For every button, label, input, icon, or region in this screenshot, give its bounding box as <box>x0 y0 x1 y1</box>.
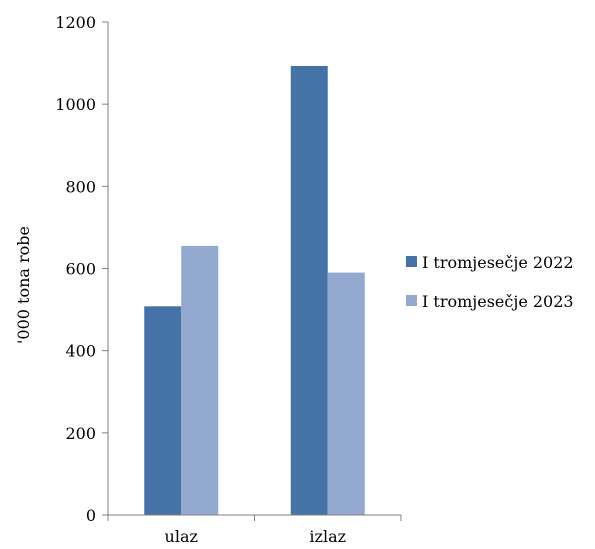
bar-ulaz-series-2 <box>181 245 219 515</box>
y-axis-title: '000 tona robe <box>14 226 33 344</box>
y-tick-label: 1200 <box>55 13 96 32</box>
y-tick-label: 0 <box>86 506 96 525</box>
bars <box>144 65 365 515</box>
y-tick-label: 200 <box>65 424 96 443</box>
legend: I tromjesečje 2022 I tromjesečje 2023 <box>406 253 574 311</box>
bar-izlaz-series-2 <box>327 272 365 515</box>
y-tick-label: 400 <box>65 342 96 361</box>
x-category-label: ulaz <box>165 527 198 546</box>
legend-label: I tromjesečje 2022 <box>422 253 574 272</box>
y-axis: 0 200 400 600 800 1000 1200 <box>55 13 109 525</box>
legend-swatch <box>406 295 417 306</box>
bar-ulaz-series-1 <box>144 306 182 515</box>
y-tick-label: 800 <box>65 177 96 196</box>
y-tick-label: 1000 <box>55 95 96 114</box>
bar-izlaz-series-1 <box>290 65 328 515</box>
legend-label: I tromjesečje 2023 <box>422 292 574 311</box>
y-tick-label: 600 <box>65 260 96 279</box>
legend-swatch <box>406 256 417 267</box>
x-category-label: izlaz <box>309 527 346 546</box>
x-axis: ulaz izlaz <box>107 514 402 546</box>
